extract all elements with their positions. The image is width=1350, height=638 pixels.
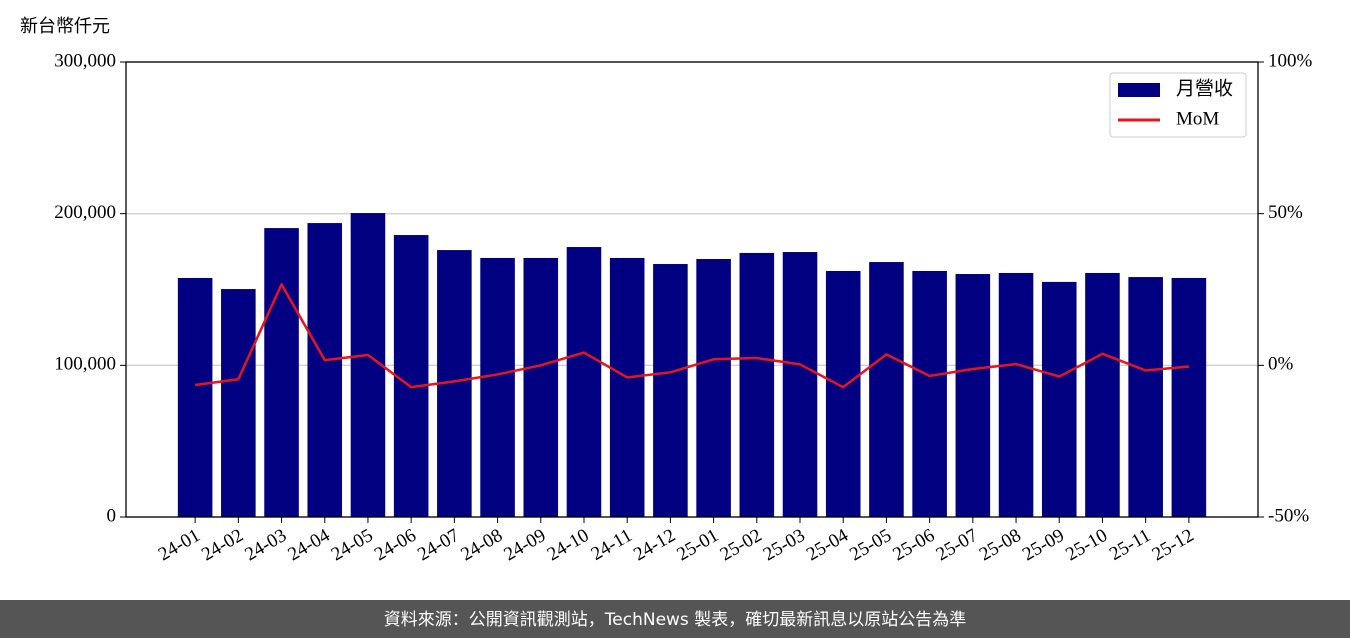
bar	[177, 277, 213, 517]
bar	[307, 223, 343, 517]
x-tick-label: 25-06	[889, 525, 938, 565]
x-tick-label: 25-07	[933, 525, 982, 565]
x-tick-label: 24-06	[371, 525, 420, 565]
x-tick-label: 25-02	[717, 525, 766, 565]
x-tick-label: 25-11	[1106, 525, 1154, 565]
bar	[1171, 277, 1207, 517]
x-tick-label: 25-03	[760, 525, 809, 565]
bar	[912, 270, 947, 517]
bar	[566, 247, 602, 518]
legend-label: MoM	[1176, 108, 1219, 129]
bar	[523, 257, 559, 517]
x-tick-label: 25-09	[1019, 525, 1068, 565]
legend-swatch	[1118, 83, 1160, 97]
x-tick-label: 24-03	[241, 525, 290, 565]
x-tick-label: 24-08	[457, 525, 506, 565]
x-tick-label: 24-02	[198, 525, 247, 565]
y-tick-label: 300,000	[54, 50, 116, 71]
y-tick-label: 100,000	[54, 354, 116, 375]
bar	[393, 235, 429, 517]
y2-tick-label: 100%	[1268, 50, 1313, 71]
x-tick-label: 24-01	[155, 525, 204, 565]
x-tick-label: 24-10	[544, 525, 593, 565]
y-axis-label: 新台幣仟元	[20, 16, 110, 37]
x-tick-label: 25-01	[673, 525, 722, 565]
bar	[696, 259, 731, 517]
legend-label: 月營收	[1176, 77, 1233, 99]
y-tick-label: 0	[107, 505, 117, 526]
x-tick-label: 24-07	[414, 525, 463, 565]
x-tick-label: 25-12	[1149, 525, 1198, 565]
x-tick-label: 24-09	[501, 525, 550, 565]
bar	[480, 257, 515, 517]
bar	[1041, 281, 1077, 517]
y2-tick-label: 0%	[1268, 354, 1294, 375]
x-tick-label: 24-05	[328, 525, 377, 565]
bar	[221, 289, 256, 517]
bar	[782, 252, 818, 517]
plot-frame	[125, 61, 1259, 518]
bar	[1128, 277, 1163, 517]
y-tick-label: 200,000	[54, 202, 116, 223]
bar	[825, 270, 861, 517]
x-tick-label: 24-04	[285, 525, 334, 566]
x-tick-label: 24-12	[630, 525, 679, 565]
bar	[1085, 272, 1120, 517]
bar	[653, 264, 688, 517]
bar	[998, 272, 1034, 517]
x-tick-label: 24-11	[588, 525, 636, 565]
y2-tick-label: -50%	[1268, 505, 1309, 526]
bar	[955, 274, 991, 517]
x-tick-label: 25-08	[976, 525, 1025, 565]
x-tick-label: 25-05	[846, 525, 895, 565]
footer-text: 資料來源：公開資訊觀測站，TechNews 製表，確切最新訊息以原站公告為準	[384, 610, 966, 630]
bar	[869, 262, 904, 517]
x-tick-label: 25-10	[1062, 525, 1111, 565]
bar	[609, 257, 645, 517]
bar	[264, 228, 299, 517]
x-tick-label: 25-04	[803, 525, 852, 566]
footer-bar	[0, 600, 1350, 638]
line	[194, 283, 1189, 389]
bar	[739, 252, 775, 517]
y2-tick-label: 50%	[1268, 202, 1303, 223]
